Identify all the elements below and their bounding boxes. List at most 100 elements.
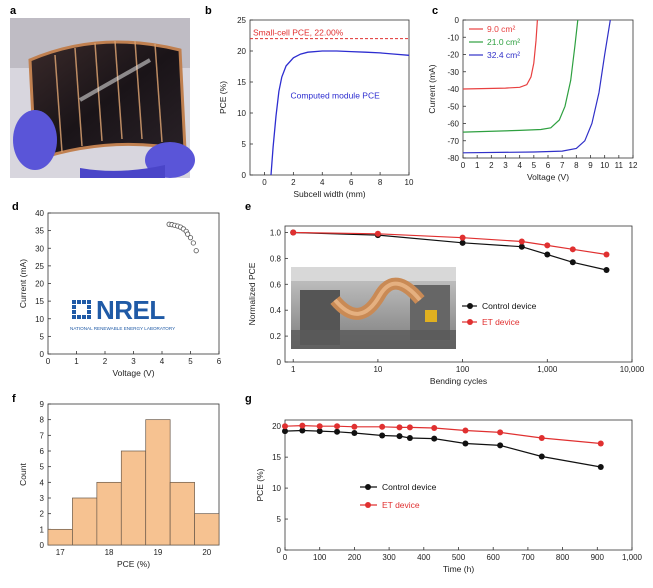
y-tick-label: 0 [242,171,247,180]
data-point [544,242,551,249]
chart-d: 0 1 2 3 4 5 6 0 5 10 15 20 25 30 35 40 Voltage (V) Curren… [18,209,222,378]
y-tick-label: 1 [40,525,45,534]
legend-marker [365,502,371,508]
data-point [462,427,469,434]
data-point [459,239,466,246]
data-point [396,433,403,440]
y-tick-label: 30 [35,244,44,253]
data-point [193,248,199,254]
y-tick-label: 4 [40,478,45,487]
y-axis-label: Count [18,463,28,486]
data-point [459,234,466,241]
y-tick-label: 25 [35,262,44,271]
data-point [603,267,610,274]
y-tick-label: -40 [447,85,459,94]
data-point [518,238,525,245]
x-tick-label: 5 [532,161,537,170]
nrel-wordmark: NREL [96,295,165,325]
data-point [299,422,306,429]
x-tick-label: 4 [517,161,522,170]
data-point [190,240,196,246]
y-tick-label: 0.2 [270,332,282,341]
nrel-mark-cell [72,315,76,319]
x-tick-label: 4 [160,357,165,366]
x-axis-label: Voltage (V) [527,172,569,182]
x-tick-label: 2 [489,161,494,170]
data-point [406,424,413,431]
x-tick-label: 400 [417,553,431,562]
nrel-mark-cell [82,315,86,319]
legend-marker [467,319,473,325]
x-tick-label: 5 [188,357,193,366]
nrel-mark-cell [72,310,76,314]
x-tick-label: 6 [217,357,222,366]
y-tick-label: -30 [447,68,459,77]
y-tick-label: 15 [237,78,246,87]
data-point [431,425,438,432]
y-tick-label: 20 [35,280,44,289]
y-tick-label: -20 [447,51,459,60]
legend-label: Control device [482,301,537,311]
y-tick-label: 7 [40,431,45,440]
x-tick-label: 2 [103,357,108,366]
x-tick-label: 11 [615,161,624,170]
series-line-jv-1 [462,19,579,133]
x-tick-label: 800 [556,553,570,562]
x-tick-label: 8 [574,161,579,170]
data-point [569,259,576,266]
x-tick-label: 20 [202,548,211,557]
legend-label: ET device [382,500,420,510]
data-point [431,435,438,442]
x-tick-label: 1,000 [537,365,558,374]
x-tick-label: 1 [475,161,480,170]
data-point [282,423,288,430]
y-tick-label: 15 [35,297,44,306]
x-tick-label: 8 [378,178,383,187]
panel-label-f: f [12,393,16,405]
photo-bending-setup [291,267,456,349]
nrel-mark-cell [87,315,91,319]
y-tick-label: 3 [40,494,45,503]
series-line-0 [293,231,607,271]
data-point [316,428,323,435]
nrel-mark-cell [77,300,81,304]
x-tick-label: 10 [405,178,414,187]
x-tick-label: 17 [56,548,65,557]
data-point [374,230,381,237]
panel-label-b: b [205,5,212,17]
panel-label-d: d [12,201,19,213]
data-point [290,229,297,236]
y-tick-label: 0 [40,541,45,550]
data-point [379,432,386,439]
data-point [334,423,341,430]
chart-b: 0 2 4 6 8 10 0 5 10 15 20 25 Subcell width (mm) PCE (… [218,16,414,199]
data-point [185,231,191,237]
data-point [538,434,545,441]
data-point [497,429,504,436]
legend-marker [467,303,473,309]
nrel-mark-cell [87,305,91,309]
y-tick-label: -10 [447,33,459,42]
y-tick-label: 8 [40,416,45,425]
x-tick-label: 1 [291,365,296,374]
legend-label: 9.0 cm² [487,24,516,34]
data-point [351,430,358,436]
x-tick-label: 2 [291,178,296,187]
data-point [462,440,469,447]
x-tick-label: 4 [320,178,325,187]
x-tick-label: 10 [600,161,609,170]
x-tick-label: 18 [105,548,114,557]
y-tick-label: -80 [447,154,459,163]
series-line-computed-pce [270,50,410,176]
x-tick-label: 12 [629,161,638,170]
legend-label: 21.0 cm² [487,37,520,47]
x-tick-label: 600 [487,553,501,562]
x-tick-label: 1 [74,357,79,366]
nrel-tagline: NATIONAL RENEWABLE ENERGY LABORATORY [70,326,175,331]
x-axis-label: Time (h) [443,564,474,574]
x-tick-label: 300 [382,553,396,562]
y-tick-label: 6 [40,447,45,456]
chart-g: 0 100 200 300 400 500 600 700 800 900 1,000 0 5 10 15 2… [255,419,643,574]
y-tick-label: 0.4 [270,306,282,315]
x-tick-label: 0 [283,553,288,562]
